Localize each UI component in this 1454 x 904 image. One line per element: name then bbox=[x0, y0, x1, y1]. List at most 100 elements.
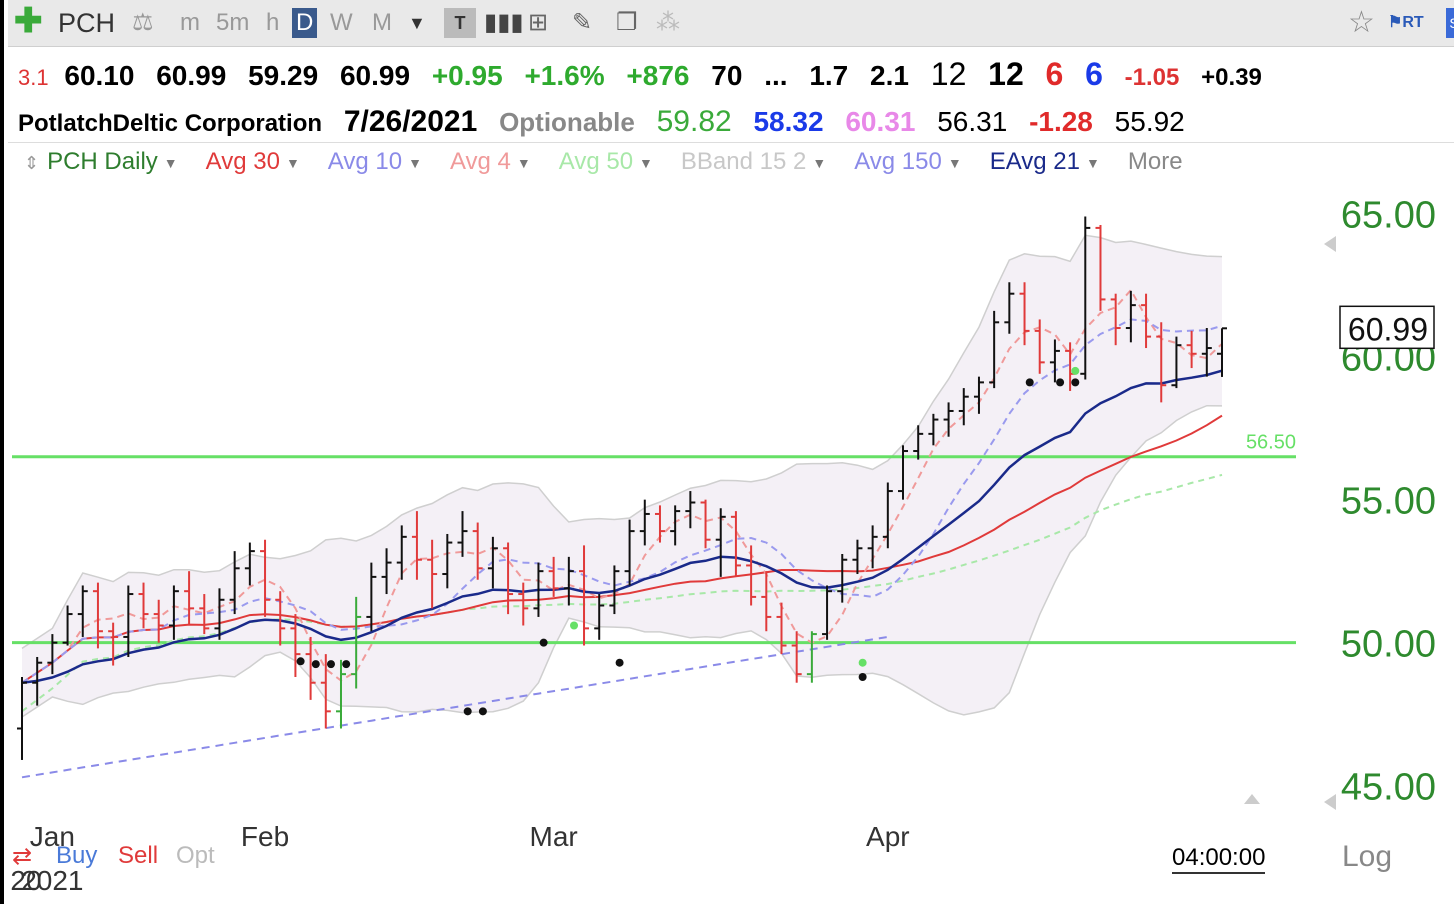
x-tick-label: Jan bbox=[30, 821, 75, 852]
y-tick-label: 65.00 bbox=[1341, 195, 1436, 237]
scroll-up-icon bbox=[1244, 794, 1260, 804]
info-v6: 55.92 bbox=[1114, 106, 1185, 137]
legend-caret-icon[interactable]: ▼ bbox=[947, 154, 962, 171]
period-m[interactable]: m bbox=[180, 9, 200, 36]
quote-high: 60.99 bbox=[156, 60, 227, 91]
legend-item-4[interactable]: Avg 50 ▼ bbox=[558, 148, 653, 175]
quote-b: 70 bbox=[711, 60, 743, 91]
period-mo[interactable]: M bbox=[372, 9, 392, 36]
quote-f: 12 bbox=[930, 56, 967, 92]
buy-button[interactable]: Buy bbox=[56, 842, 98, 869]
ohlc-bar bbox=[442, 533, 453, 589]
ohlc-bar bbox=[123, 585, 134, 657]
ohlc-bar bbox=[563, 556, 574, 606]
time-label: 04:00:00 bbox=[1172, 844, 1266, 874]
y-tick-label: 55.00 bbox=[1341, 481, 1436, 523]
scale-icon[interactable]: ⚖ bbox=[132, 9, 154, 36]
legend-item-5[interactable]: BBand 15 2 ▼ bbox=[680, 148, 827, 175]
quote-h: 6 bbox=[1045, 56, 1064, 92]
ohlc-bar bbox=[366, 562, 377, 632]
legend-updown-icon[interactable]: ⇕ bbox=[24, 153, 40, 173]
x-tick-year-partial: 20 bbox=[10, 865, 41, 896]
quote-e: 2.1 bbox=[870, 60, 909, 91]
ohlc-bar bbox=[670, 505, 681, 546]
quote-low: 59.29 bbox=[248, 60, 319, 91]
quote-volume: +876 bbox=[626, 60, 690, 91]
sell-button[interactable]: Sell bbox=[118, 842, 159, 869]
trade-arrows-icon[interactable]: ⇄ bbox=[12, 843, 33, 870]
ohlc-bar bbox=[1217, 327, 1227, 377]
ohlc-bar bbox=[594, 594, 605, 640]
legend-caret-icon[interactable]: ▼ bbox=[163, 154, 178, 171]
legend-item-7[interactable]: EAvg 21 ▼ bbox=[989, 148, 1100, 175]
legend-item-8[interactable]: More bbox=[1127, 148, 1183, 175]
ohlc-bar bbox=[1125, 290, 1136, 343]
add-symbol-plus-icon[interactable]: ✚ bbox=[14, 2, 43, 40]
ohlc-bar bbox=[153, 599, 164, 643]
grid-icon[interactable]: ⊞ bbox=[528, 9, 549, 36]
dropdown-icon[interactable]: ▼ bbox=[408, 13, 426, 33]
ohlc-bar bbox=[381, 548, 392, 595]
legend-caret-icon[interactable]: ▼ bbox=[285, 154, 300, 171]
quote-date: 7/26/2021 bbox=[343, 105, 478, 138]
ohlc-bar bbox=[806, 631, 817, 683]
ohlc-bar bbox=[989, 310, 1000, 389]
signal-dot-black bbox=[1025, 378, 1034, 387]
ohlc-bar bbox=[1186, 330, 1197, 369]
ohlc-bar bbox=[17, 677, 27, 760]
opt-button[interactable]: Opt bbox=[176, 842, 215, 869]
ohlc-bar bbox=[77, 585, 88, 637]
ohlc-bar bbox=[275, 591, 286, 646]
text-icon[interactable]: T bbox=[444, 8, 476, 38]
last-price-box bbox=[1339, 305, 1435, 350]
bars-icon[interactable]: ▮▮▮ bbox=[484, 9, 524, 36]
ohlc-bar bbox=[685, 491, 696, 529]
pencil-icon[interactable]: ✎ bbox=[572, 9, 593, 36]
legend-item-6[interactable]: Avg 150 ▼ bbox=[854, 148, 962, 175]
period-5m[interactable]: 5m bbox=[216, 9, 250, 36]
info-v3: 60.31 bbox=[845, 106, 916, 137]
log-toggle[interactable]: Log bbox=[1342, 840, 1393, 873]
ohlc-bar bbox=[62, 605, 73, 646]
eavg-21-line bbox=[21, 369, 1223, 684]
flag-rt-icon[interactable]: ⚑RT bbox=[1388, 14, 1424, 31]
signal-dot-black bbox=[1071, 378, 1080, 387]
ohlc-bar bbox=[168, 585, 179, 640]
legend-item-0[interactable]: PCH Daily ▼ bbox=[47, 148, 178, 175]
legend-item-2[interactable]: Avg 10 ▼ bbox=[327, 148, 422, 175]
quote-k: +0.39 bbox=[1201, 64, 1262, 91]
ohlc-bar bbox=[199, 594, 210, 635]
legend-caret-icon[interactable]: ▼ bbox=[812, 154, 827, 171]
sidebar-toggle-icon[interactable]: S bbox=[1446, 8, 1454, 38]
legend-caret-icon[interactable]: ▼ bbox=[1086, 154, 1100, 171]
ohlc-bar bbox=[1156, 322, 1167, 403]
ohlc-bar bbox=[1049, 339, 1060, 383]
ohlc-bar bbox=[1201, 328, 1212, 377]
ohlc-bar bbox=[503, 542, 514, 615]
ohlc-bar bbox=[427, 539, 438, 609]
copy-icon[interactable]: ❐ bbox=[616, 9, 638, 36]
ohlc-bar bbox=[882, 482, 893, 549]
signal-dot-black bbox=[342, 660, 351, 669]
period-w[interactable]: W bbox=[330, 9, 353, 36]
bband-fill bbox=[22, 235, 1222, 718]
period-h[interactable]: h bbox=[266, 9, 280, 36]
x-tick-label: Apr bbox=[866, 821, 910, 852]
ohlc-bar bbox=[184, 571, 195, 626]
ohlc-bar bbox=[1110, 293, 1121, 346]
legend-caret-icon[interactable]: ▼ bbox=[408, 154, 422, 171]
legend-item-1[interactable]: Avg 30 ▼ bbox=[205, 148, 300, 175]
period-d[interactable]: D bbox=[292, 8, 318, 38]
avg-4-line bbox=[21, 288, 1223, 684]
company-name: PotlatchDeltic Corporation bbox=[18, 110, 323, 137]
legend-caret-icon[interactable]: ▼ bbox=[516, 154, 531, 171]
ohlc-bar bbox=[852, 539, 863, 575]
nodes-icon[interactable]: ⁂ bbox=[656, 9, 680, 36]
star-icon[interactable]: ☆ bbox=[1348, 6, 1375, 39]
scroll-left-bottom-icon bbox=[1324, 794, 1336, 810]
legend-caret-icon[interactable]: ▼ bbox=[639, 154, 653, 171]
legend-item-3[interactable]: Avg 4 ▼ bbox=[449, 148, 531, 175]
ohlc-bar bbox=[898, 445, 909, 500]
symbol-label[interactable]: PCH bbox=[58, 8, 116, 38]
